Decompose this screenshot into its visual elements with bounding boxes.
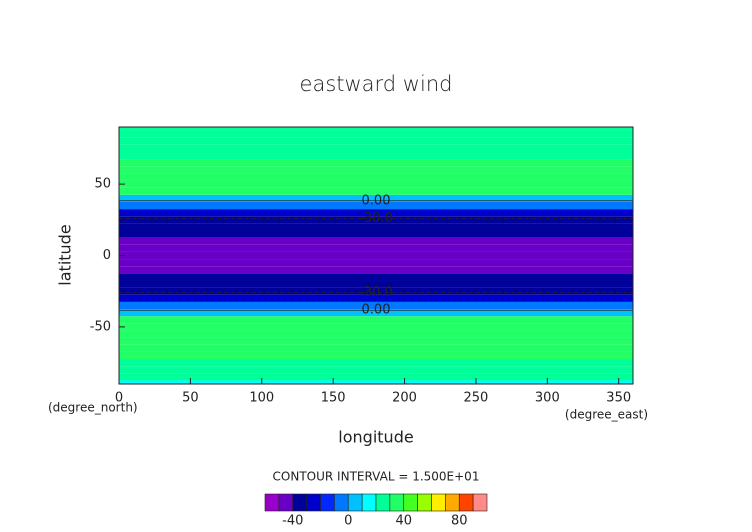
field-cell: [119, 373, 633, 381]
x-tick-label: 300: [535, 391, 560, 406]
x-axis-label: longitude: [338, 428, 413, 447]
contour-label: -30.0: [359, 211, 393, 226]
colorbar-box: [458, 493, 474, 512]
colorbar-tick-label: 0: [344, 514, 352, 529]
field-cell: [119, 273, 633, 281]
colorbar-box: [347, 493, 363, 512]
colorbar-tick-label: 80: [451, 514, 468, 529]
field-cell: [119, 187, 633, 195]
field-cell: [119, 344, 633, 352]
x-tick-label: 150: [321, 391, 346, 406]
field-cell: [119, 137, 633, 145]
colorbar-tick-label: 40: [395, 514, 412, 529]
x-tick-label: 350: [606, 391, 631, 406]
field-cell: [119, 180, 633, 188]
field-cell: [119, 380, 633, 384]
x-unit: (degree_east): [565, 408, 648, 422]
x-tick-label: 250: [464, 391, 489, 406]
field-cell: [119, 230, 633, 238]
field-cell: [119, 151, 633, 160]
field-cell: [119, 294, 633, 302]
field-cell: [119, 330, 633, 338]
field-cell: [119, 251, 633, 260]
field-cell: [119, 223, 633, 231]
field-cell: [119, 173, 633, 181]
x-tick-label: 100: [249, 391, 274, 406]
field-cell: [119, 337, 633, 345]
field-cell: [119, 309, 633, 317]
field-cell: [119, 351, 633, 360]
field-cell: [119, 323, 633, 331]
field-cell: [119, 127, 633, 131]
colorbar-box: [389, 493, 405, 512]
x-tick-label: 0: [115, 391, 123, 406]
field-cell: [119, 237, 633, 245]
y-tick-label: 50: [94, 177, 111, 192]
field-cell: [119, 201, 633, 210]
chart-title: eastward wind: [300, 72, 453, 96]
field-cell: [119, 266, 633, 274]
contour-interval: CONTOUR INTERVAL = 1.500E+01: [273, 470, 480, 484]
colorbar-box: [472, 493, 488, 512]
y-tick-label: 0: [103, 248, 111, 263]
colorbar-box: [445, 493, 460, 512]
field-cell: [119, 359, 633, 367]
field-cell: [119, 316, 633, 324]
colorbar-box: [361, 493, 377, 512]
contour-label: -30.0: [359, 285, 393, 300]
field-cell: [119, 301, 633, 310]
colorbar-box: [320, 493, 335, 512]
field-cell: [119, 209, 633, 217]
colorbar-box: [264, 493, 280, 512]
colorbar-box: [306, 493, 321, 512]
contour-label: 0.00: [362, 193, 391, 208]
colorbar-box: [375, 493, 391, 512]
field-cell: [119, 194, 633, 202]
field-cell: [119, 144, 633, 152]
y-unit: (degree_north): [48, 401, 138, 415]
x-tick-label: 200: [392, 391, 417, 406]
field-cell: [119, 216, 633, 224]
field-cell: [119, 166, 633, 174]
contour-label: 0.00: [362, 303, 391, 318]
colorbar-box: [292, 493, 307, 512]
field-cell: [119, 259, 633, 267]
colorbar-box: [334, 493, 349, 512]
field-cell: [119, 280, 633, 288]
field-cell: [119, 159, 633, 167]
colorbar-box: [403, 493, 418, 512]
y-axis-label: latitude: [56, 224, 75, 285]
field-cell: [119, 287, 633, 295]
field-cell: [119, 130, 633, 138]
colorbar-box: [278, 493, 294, 512]
colorbar-tick-label: -40: [282, 514, 303, 529]
field-cell: [119, 366, 633, 374]
x-tick-label: 50: [182, 391, 199, 406]
y-tick-label: -50: [90, 319, 111, 334]
colorbar-box: [431, 493, 446, 512]
colorbar-box: [417, 493, 432, 512]
field-cell: [119, 244, 633, 252]
